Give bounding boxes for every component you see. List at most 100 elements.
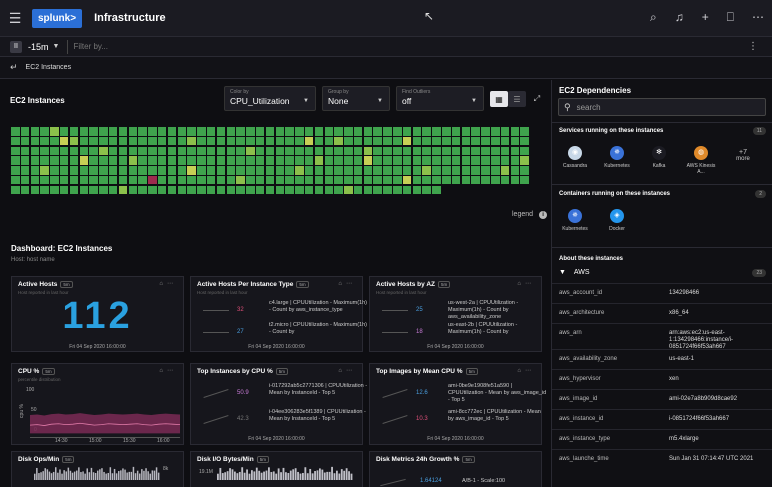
instance-cell[interactable]	[108, 136, 118, 146]
instance-cell[interactable]	[402, 166, 412, 175]
instance-cell[interactable]	[216, 185, 226, 195]
instance-cell[interactable]	[128, 136, 138, 146]
instance-cell[interactable]	[246, 185, 255, 195]
instance-cell[interactable]	[30, 136, 40, 146]
instance-cell[interactable]	[314, 166, 324, 175]
instance-cell[interactable]	[108, 175, 118, 185]
instance-cell[interactable]	[20, 156, 30, 165]
instance-cell[interactable]	[285, 136, 294, 146]
instance-cell[interactable]	[324, 127, 333, 136]
instance-cell[interactable]	[40, 185, 49, 195]
service-aws-kinesis[interactable]: ◍ AWS Kinesis A...	[684, 142, 718, 176]
instance-cell[interactable]	[500, 146, 510, 156]
instance-cell[interactable]	[304, 146, 314, 156]
instance-cell[interactable]	[510, 146, 520, 156]
instance-cell[interactable]	[177, 156, 187, 165]
instance-cell[interactable]	[138, 175, 147, 185]
instance-cell[interactable]	[157, 185, 167, 195]
instance-cell[interactable]	[432, 175, 441, 185]
instance-cell[interactable]	[285, 146, 294, 156]
instance-cell[interactable]	[11, 156, 20, 165]
find-outliers-dropdown[interactable]: Find Outliers off ▼	[396, 86, 484, 111]
instance-cell[interactable]	[20, 175, 30, 185]
instance-cell[interactable]	[265, 127, 275, 136]
instance-cell[interactable]	[412, 146, 422, 156]
instance-cell[interactable]	[393, 156, 402, 165]
instance-cell[interactable]	[20, 146, 30, 156]
instance-cell[interactable]	[402, 146, 412, 156]
instance-cell[interactable]	[226, 156, 236, 165]
instance-cell[interactable]	[442, 136, 451, 146]
instance-cell[interactable]	[265, 185, 275, 195]
instance-cell[interactable]	[383, 175, 392, 185]
instance-cell[interactable]	[236, 146, 245, 156]
instance-cell[interactable]	[432, 136, 441, 146]
instance-cell[interactable]	[510, 175, 520, 185]
instance-cell[interactable]	[99, 127, 108, 136]
instance-cell[interactable]	[402, 136, 412, 146]
instance-cell[interactable]	[344, 185, 353, 195]
instance-cell[interactable]	[20, 127, 30, 136]
container-kubernetes[interactable]: ✵ Kubernetes	[558, 205, 592, 239]
instance-cell[interactable]	[373, 175, 382, 185]
instance-cell[interactable]	[422, 127, 431, 136]
instance-cell[interactable]	[510, 127, 520, 136]
instance-cell[interactable]	[500, 166, 510, 175]
instance-cell[interactable]	[59, 166, 69, 175]
instance-cell[interactable]	[99, 175, 108, 185]
instance-cell[interactable]	[148, 166, 157, 175]
instance-cell[interactable]	[334, 175, 343, 185]
instance-cell[interactable]	[363, 127, 373, 136]
instance-cell[interactable]	[236, 166, 245, 175]
instance-cell[interactable]	[422, 175, 431, 185]
instance-cell[interactable]	[285, 156, 294, 165]
instance-cell[interactable]	[471, 127, 480, 136]
instance-cell[interactable]	[402, 156, 412, 165]
instance-cell[interactable]	[236, 136, 245, 146]
instance-cell[interactable]	[40, 136, 49, 146]
instance-cell[interactable]	[334, 127, 343, 136]
instance-cell[interactable]	[393, 136, 402, 146]
instance-cell[interactable]	[353, 146, 363, 156]
splunk-logo[interactable]: splunk>	[32, 8, 83, 28]
instance-cell[interactable]	[412, 136, 422, 146]
instance-cell[interactable]	[275, 166, 285, 175]
instance-cell[interactable]	[334, 185, 343, 195]
instance-cell[interactable]	[216, 146, 226, 156]
instance-cell[interactable]	[40, 156, 49, 165]
instance-cell[interactable]	[108, 127, 118, 136]
instance-cell[interactable]	[363, 136, 373, 146]
instance-cell[interactable]	[373, 127, 382, 136]
instance-cell[interactable]	[167, 146, 177, 156]
aws-property-row[interactable]: aws_instance_id i-0851724f66f53ah667	[552, 409, 772, 429]
instance-cell[interactable]	[11, 166, 20, 175]
instance-cell[interactable]	[206, 127, 216, 136]
breadcrumb-item[interactable]: EC2 Instances	[25, 64, 72, 71]
instance-cell[interactable]	[471, 146, 480, 156]
instance-cell[interactable]	[412, 175, 422, 185]
instance-cell[interactable]	[69, 175, 79, 185]
instance-cell[interactable]	[11, 136, 20, 146]
instance-cell[interactable]	[206, 156, 216, 165]
instance-cell[interactable]	[108, 156, 118, 165]
instance-cell[interactable]	[197, 156, 206, 165]
instance-cell[interactable]	[442, 127, 451, 136]
instance-cell[interactable]	[197, 175, 206, 185]
instance-cell[interactable]	[481, 166, 490, 175]
instance-cell[interactable]	[491, 166, 500, 175]
instance-cell[interactable]	[432, 166, 441, 175]
instance-cell[interactable]	[40, 175, 49, 185]
instance-cell[interactable]	[59, 136, 69, 146]
instance-cell[interactable]	[295, 175, 304, 185]
instance-cell[interactable]	[451, 156, 461, 165]
instance-cell[interactable]	[206, 166, 216, 175]
instance-cell[interactable]	[206, 136, 216, 146]
instance-cell[interactable]	[275, 175, 285, 185]
service-cassandra[interactable]: ◉ Cassandra	[558, 142, 592, 176]
instance-cell[interactable]	[128, 185, 138, 195]
instance-cell[interactable]	[255, 156, 265, 165]
instance-cell[interactable]	[344, 146, 353, 156]
instance-cell[interactable]	[167, 127, 177, 136]
instance-cell[interactable]	[40, 166, 49, 175]
instance-cell[interactable]	[236, 156, 245, 165]
